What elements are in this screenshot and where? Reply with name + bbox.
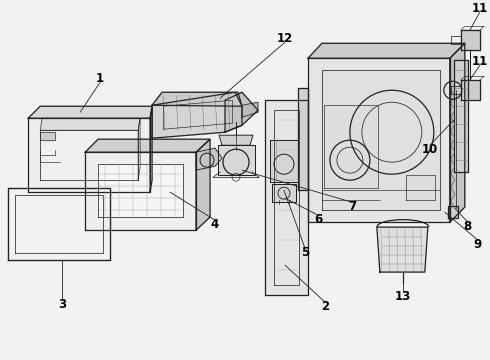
Polygon shape: [377, 227, 428, 272]
Polygon shape: [448, 206, 458, 218]
Text: 11: 11: [472, 2, 488, 15]
Text: 1: 1: [96, 72, 104, 85]
Polygon shape: [28, 118, 150, 192]
Text: 13: 13: [395, 289, 411, 302]
Polygon shape: [272, 184, 296, 202]
Text: 11: 11: [472, 55, 488, 68]
Polygon shape: [454, 60, 468, 172]
Polygon shape: [196, 139, 210, 230]
Text: 8: 8: [464, 220, 472, 233]
Text: 12: 12: [277, 32, 293, 45]
Polygon shape: [298, 88, 308, 190]
Polygon shape: [265, 100, 308, 295]
Polygon shape: [28, 106, 152, 118]
Text: 3: 3: [58, 298, 66, 311]
Polygon shape: [85, 139, 210, 152]
Polygon shape: [40, 132, 55, 140]
Polygon shape: [270, 140, 298, 182]
Polygon shape: [461, 30, 480, 50]
Polygon shape: [138, 118, 140, 180]
Polygon shape: [219, 135, 253, 145]
Polygon shape: [461, 80, 480, 100]
Polygon shape: [242, 102, 258, 117]
Polygon shape: [450, 43, 465, 222]
Text: 6: 6: [314, 213, 322, 226]
Polygon shape: [98, 164, 183, 217]
Text: 7: 7: [348, 200, 356, 213]
Text: 2: 2: [321, 300, 329, 312]
Text: 5: 5: [301, 246, 309, 258]
Polygon shape: [85, 152, 196, 230]
Polygon shape: [196, 148, 222, 170]
Polygon shape: [152, 92, 242, 106]
Polygon shape: [40, 118, 140, 130]
Polygon shape: [406, 175, 435, 200]
Polygon shape: [322, 70, 440, 210]
Polygon shape: [225, 92, 258, 132]
Polygon shape: [152, 92, 242, 138]
Text: 4: 4: [211, 218, 219, 231]
Polygon shape: [218, 145, 255, 175]
Polygon shape: [150, 106, 152, 192]
Polygon shape: [324, 105, 378, 188]
Polygon shape: [308, 43, 465, 58]
Polygon shape: [308, 58, 450, 222]
Text: 10: 10: [422, 143, 438, 156]
Polygon shape: [40, 130, 138, 180]
Text: 9: 9: [474, 238, 482, 251]
